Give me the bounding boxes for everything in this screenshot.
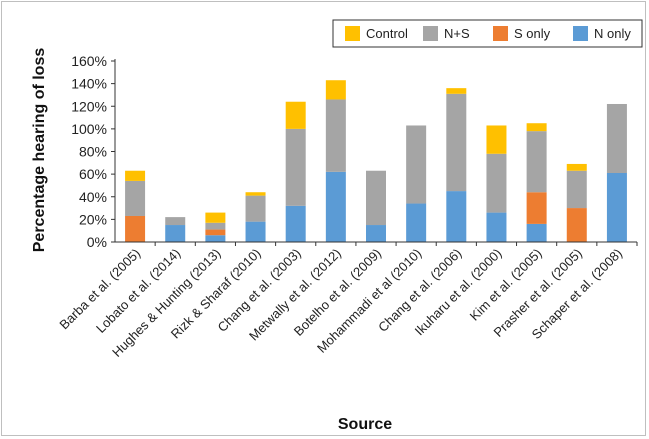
bar-segment-control: [285, 101, 306, 129]
x-axis-title: Source: [338, 416, 392, 433]
legend-swatch-s-only: [493, 26, 508, 41]
bars: [125, 80, 627, 242]
legend-swatch-control: [345, 26, 360, 41]
y-tick-label: 60%: [79, 166, 107, 182]
y-tick-label: 120%: [71, 98, 107, 114]
bar-segment-s-only: [566, 208, 587, 242]
y-tick-label: 140%: [71, 76, 107, 92]
bar-segment-n-only: [285, 205, 306, 242]
bar-segment-control: [325, 80, 346, 100]
y-tick-label: 40%: [79, 189, 107, 205]
bar-segment-control: [245, 192, 266, 196]
bar-segment-n-only: [526, 223, 547, 242]
bar-segment-control: [566, 163, 587, 171]
bar-segment-n-s: [366, 170, 386, 226]
legend-box: [332, 19, 643, 48]
bar-segment-n-only: [406, 203, 427, 242]
legend-label-n-only: N only: [594, 26, 631, 41]
x-tick-labels: Barba et al. (2005)Lobato et al. (2014)H…: [56, 246, 625, 360]
bar-segment-n-s: [406, 125, 427, 204]
bar-segment-n-only: [245, 221, 266, 242]
y-tick-label: 160%: [71, 53, 107, 69]
bar-segment-n-s: [526, 131, 547, 193]
bar-segment-control: [205, 212, 226, 223]
y-tick-labels: 0% 20% 40% 60% 80% 100% 120% 140% 160%: [71, 53, 107, 250]
bar-segment-n-s: [125, 180, 146, 216]
axes: [111, 59, 638, 246]
legend: Control N+S S only N only: [332, 19, 643, 48]
legend-swatch-n-s: [423, 26, 438, 41]
bar-segment-n-s: [165, 217, 186, 226]
y-tick-label: 0%: [87, 234, 107, 250]
bar-segment-n-only: [486, 212, 507, 242]
bar-segment-n-only: [205, 235, 226, 242]
bar-segment-n-s: [486, 153, 507, 213]
bar-segment-n-only: [165, 225, 186, 242]
legend-label-n-s: N+S: [444, 26, 470, 41]
bar-segment-s-only: [205, 229, 226, 236]
bar-segment-n-s: [566, 170, 587, 209]
bar-segment-control: [446, 88, 467, 94]
y-tick-label: 20%: [79, 211, 107, 227]
bar-segment-n-s: [285, 128, 306, 206]
bar-segment-n-s: [245, 195, 266, 222]
legend-swatch-n-only: [573, 26, 588, 41]
legend-label-s-only: S only: [514, 26, 551, 41]
bar-segment-n-s: [205, 222, 226, 230]
bar-segment-n-s: [606, 103, 627, 173]
bar-segment-n-only: [366, 225, 386, 242]
y-tick-label: 80%: [79, 144, 107, 160]
bar-segment-n-only: [446, 191, 467, 242]
bar-segment-n-s: [446, 93, 467, 192]
bar-segment-n-only: [606, 172, 627, 242]
bar-segment-s-only: [526, 192, 547, 224]
bar-segment-control: [526, 123, 547, 132]
bar-segment-n-only: [325, 171, 346, 242]
bar-segment-control: [125, 170, 146, 181]
legend-label-control: Control: [366, 26, 408, 41]
x-tick-label: Kim et al. (2005): [467, 246, 545, 324]
bar-segment-n-s: [325, 99, 346, 172]
y-axis-title: Percentage hearing of loss: [31, 48, 48, 253]
y-tick-label: 100%: [71, 121, 107, 137]
bar-segment-s-only: [125, 215, 146, 242]
bar-segment-control: [486, 125, 507, 154]
